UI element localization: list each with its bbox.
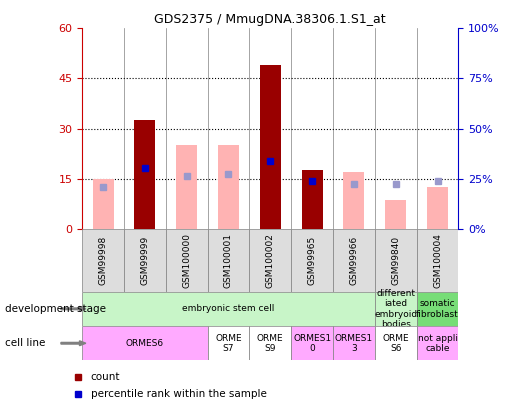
Text: somatic
fibroblast: somatic fibroblast: [416, 299, 459, 318]
Bar: [250, 326, 291, 360]
Bar: [82, 292, 375, 326]
Bar: [260, 65, 281, 229]
Bar: [333, 229, 375, 292]
Text: not appli
cable: not appli cable: [418, 334, 457, 353]
Bar: [124, 229, 166, 292]
Text: ORMES1
0: ORMES1 0: [293, 334, 331, 353]
Bar: [343, 172, 364, 229]
Text: percentile rank within the sample: percentile rank within the sample: [91, 389, 267, 399]
Text: GSM100000: GSM100000: [182, 233, 191, 288]
Bar: [417, 326, 458, 360]
Text: GSM99999: GSM99999: [140, 236, 149, 285]
Bar: [375, 326, 417, 360]
Title: GDS2375 / MmugDNA.38306.1.S1_at: GDS2375 / MmugDNA.38306.1.S1_at: [154, 13, 386, 26]
Text: ORMES6: ORMES6: [126, 339, 164, 348]
Bar: [417, 229, 458, 292]
Text: GSM99840: GSM99840: [391, 236, 400, 285]
Text: cell line: cell line: [5, 338, 46, 348]
Bar: [375, 292, 417, 326]
Bar: [93, 179, 113, 229]
Text: GSM100002: GSM100002: [266, 233, 275, 288]
Bar: [375, 229, 417, 292]
Text: development stage: development stage: [5, 304, 107, 314]
Text: ORME
S6: ORME S6: [383, 334, 409, 353]
Text: count: count: [91, 372, 120, 382]
Bar: [82, 229, 124, 292]
Bar: [218, 145, 239, 229]
Bar: [427, 187, 448, 229]
Text: ORME
S9: ORME S9: [257, 334, 284, 353]
Text: GSM99998: GSM99998: [99, 236, 108, 285]
Bar: [385, 200, 406, 229]
Text: GSM99965: GSM99965: [307, 236, 316, 285]
Bar: [82, 326, 208, 360]
Bar: [208, 229, 250, 292]
Text: GSM99966: GSM99966: [349, 236, 358, 285]
Text: GSM100001: GSM100001: [224, 233, 233, 288]
Bar: [176, 145, 197, 229]
Bar: [417, 292, 458, 326]
Bar: [135, 120, 155, 229]
Text: GSM100004: GSM100004: [433, 233, 442, 288]
Bar: [291, 326, 333, 360]
Bar: [291, 229, 333, 292]
Text: embryonic stem cell: embryonic stem cell: [182, 304, 275, 313]
Text: ORME
S7: ORME S7: [215, 334, 242, 353]
Bar: [333, 326, 375, 360]
Bar: [302, 171, 323, 229]
Bar: [250, 229, 291, 292]
Text: different
iated
embryoid
bodies: different iated embryoid bodies: [374, 289, 417, 329]
Text: ORMES1
3: ORMES1 3: [335, 334, 373, 353]
Bar: [166, 229, 208, 292]
Bar: [208, 326, 250, 360]
